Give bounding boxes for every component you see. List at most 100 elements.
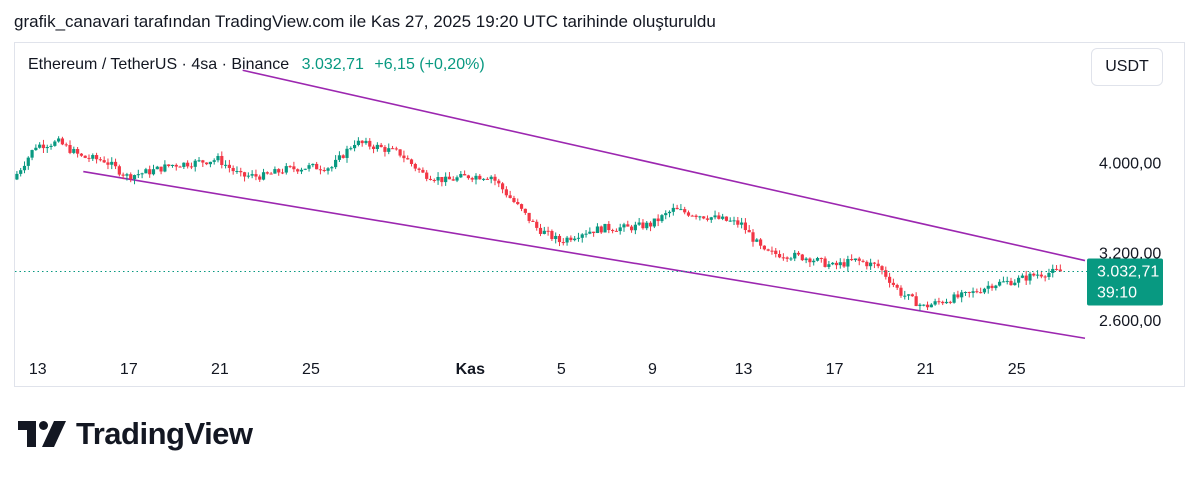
candle-body [368, 140, 372, 147]
candle-body [880, 266, 884, 271]
candle-body [337, 155, 342, 160]
candle-body [41, 144, 46, 149]
candle-body [800, 254, 804, 261]
y-axis: 4.000,00 3.200,00 2.600,00 [1099, 156, 1161, 331]
candle-body [68, 145, 72, 153]
candle-body [512, 197, 516, 203]
candle-body [159, 166, 163, 172]
x-tick-label: 21 [211, 361, 229, 378]
candle-body [956, 294, 960, 298]
candle-body [876, 263, 880, 267]
candle-body [459, 174, 463, 178]
candle-body [60, 138, 65, 145]
candle-body [349, 148, 353, 150]
candle-body [637, 222, 641, 225]
candle-body [565, 237, 569, 243]
candle-body [125, 174, 129, 176]
candle-body [633, 224, 637, 231]
candle-body [990, 285, 994, 289]
candle-body [557, 235, 562, 243]
candle-body [899, 287, 903, 296]
candle-body [713, 215, 717, 218]
candle-body [409, 159, 414, 164]
candle-body [425, 172, 429, 179]
candle-body [227, 164, 231, 168]
candle-body [273, 169, 277, 174]
candle-body [702, 216, 706, 219]
candle-body [216, 155, 220, 161]
brand-name: TradingView [76, 416, 253, 451]
candle-body [485, 178, 489, 180]
candle-body [686, 212, 691, 216]
candle-body [705, 218, 710, 220]
candle-body [846, 259, 850, 267]
candle-body [132, 175, 137, 180]
candle-body [277, 169, 281, 173]
candle-body [402, 155, 406, 159]
candle-body [671, 207, 675, 212]
candle-body [121, 174, 125, 176]
candle-body [1016, 277, 1021, 283]
candle-body [584, 233, 588, 235]
candle-body [1035, 274, 1040, 276]
candle-body [106, 162, 110, 165]
candle-body [379, 144, 383, 148]
candle-body [853, 258, 858, 261]
candle-body [208, 161, 213, 165]
candle-body [163, 164, 167, 172]
candle-body [979, 292, 983, 294]
candle-body [197, 160, 201, 162]
candle-body [948, 301, 952, 303]
candle-body [622, 224, 626, 228]
candle-body [220, 155, 224, 165]
candle-body [1009, 280, 1013, 286]
candle-body [53, 141, 57, 146]
candle-body [239, 171, 243, 173]
candle-body [463, 174, 467, 176]
chart-caption: grafik_canavari tarafından TradingView.c… [14, 12, 716, 31]
candle-body [371, 146, 376, 150]
candle-body [554, 235, 558, 240]
candle-body [986, 285, 990, 289]
candle-body [527, 212, 531, 221]
candle-body [546, 230, 550, 232]
candle-body [292, 166, 296, 170]
candle-body [1032, 273, 1036, 276]
candle-body [906, 294, 911, 296]
candle-body [626, 224, 630, 227]
candle-body [569, 237, 573, 241]
candle-body [743, 222, 748, 231]
candle-body [717, 215, 721, 219]
candle-body [470, 178, 474, 180]
candle-body [318, 169, 323, 171]
candle-body [732, 220, 736, 222]
brand: TradingView [18, 416, 253, 452]
x-tick-label: Kas [456, 361, 485, 378]
candle-body [307, 165, 311, 169]
candle-body [444, 176, 448, 183]
candle-body [755, 239, 759, 242]
candle-body [925, 304, 930, 308]
candle-body [1013, 282, 1017, 286]
candle-body [736, 220, 740, 225]
tradingview-logo-icon [18, 421, 66, 447]
candle-body [766, 249, 770, 251]
candle-body [971, 291, 975, 293]
symbol-name: Ethereum / TetherUS · 4sa · Binance [28, 56, 290, 73]
candle-body [535, 221, 539, 228]
candle-body [49, 145, 53, 147]
candle-body [182, 162, 186, 167]
candle-body [136, 174, 140, 176]
candle-body [884, 270, 888, 277]
candle-body [933, 301, 937, 305]
y-tick-label: 3.200,00 [1099, 246, 1161, 263]
candle-body [960, 292, 964, 298]
candle-body [311, 163, 315, 166]
candle-body [334, 159, 338, 168]
candle-body [390, 148, 395, 150]
candle-body [1043, 276, 1047, 278]
currency-button[interactable]: USDT [1091, 48, 1163, 86]
candle-body [76, 149, 80, 154]
candle-body [223, 164, 228, 166]
